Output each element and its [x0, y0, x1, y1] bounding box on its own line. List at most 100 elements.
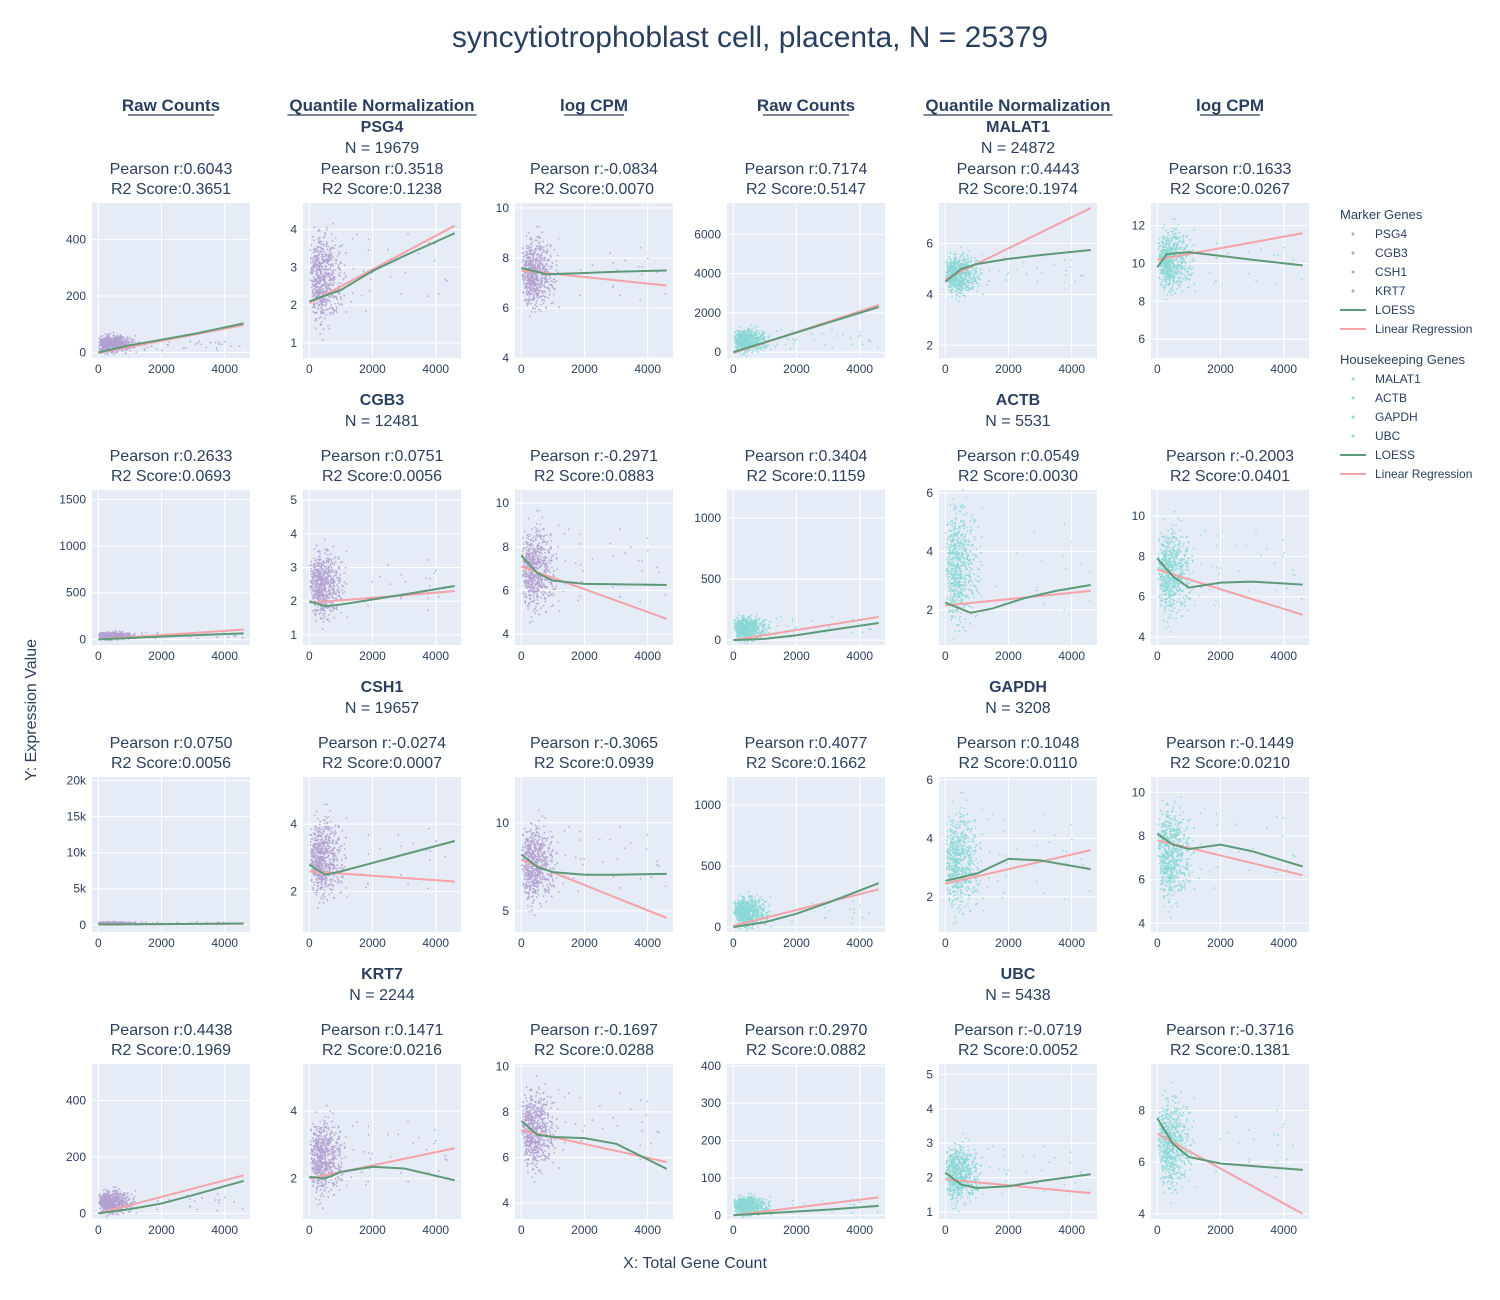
data-point — [540, 310, 543, 313]
data-point — [1173, 277, 1176, 280]
data-point — [751, 330, 754, 333]
data-point — [1176, 261, 1179, 264]
data-point — [521, 274, 523, 277]
data-point — [791, 346, 793, 349]
data-point — [533, 296, 536, 299]
data-point — [333, 281, 335, 284]
data-point — [1163, 238, 1166, 241]
data-point — [1161, 280, 1164, 283]
data-point — [110, 339, 112, 342]
data-point — [1053, 263, 1056, 266]
data-point — [108, 335, 111, 338]
data-point — [542, 277, 545, 280]
data-point — [312, 276, 315, 278]
data-point — [1255, 279, 1258, 282]
data-point — [319, 277, 322, 279]
data-point — [522, 256, 525, 258]
data-point — [140, 631, 143, 634]
data-point — [109, 351, 112, 354]
data-point — [841, 333, 844, 336]
data-point — [525, 260, 527, 263]
y-tick-label: 12 — [1132, 219, 1146, 233]
data-point — [533, 277, 536, 280]
data-point — [538, 283, 541, 286]
data-point — [328, 596, 331, 599]
data-point — [1166, 250, 1169, 252]
data-point — [552, 301, 555, 304]
data-point — [959, 256, 961, 259]
data-point — [326, 298, 329, 301]
data-point — [328, 256, 331, 258]
data-point — [537, 279, 540, 282]
data-point — [433, 259, 436, 262]
data-point — [1182, 277, 1185, 280]
data-point — [327, 283, 330, 286]
data-point — [521, 260, 524, 263]
data-point — [320, 291, 322, 294]
data-point — [325, 313, 328, 316]
data-point — [522, 252, 525, 255]
data-point — [322, 292, 325, 294]
data-point — [735, 342, 737, 345]
data-point — [1162, 286, 1165, 289]
data-point — [541, 251, 544, 254]
data-point — [544, 291, 546, 294]
data-point — [101, 339, 104, 342]
data-point — [367, 604, 369, 607]
data-point — [769, 333, 771, 336]
x-tick-label: 0 — [306, 649, 313, 663]
data-point — [319, 324, 322, 326]
data-point — [324, 253, 327, 255]
data-point — [1173, 248, 1175, 251]
data-point — [400, 293, 403, 295]
r2-label: R2 Score:0.0693 — [111, 468, 231, 485]
data-point — [958, 276, 961, 279]
data-point — [312, 280, 314, 283]
data-point — [757, 351, 760, 353]
data-point — [1173, 235, 1176, 238]
data-point — [761, 333, 764, 336]
data-point — [1036, 267, 1039, 270]
data-point — [327, 557, 329, 560]
data-point — [309, 588, 312, 590]
data-point — [987, 280, 990, 283]
data-point — [1157, 256, 1160, 258]
x-tick-label: 0 — [1154, 362, 1161, 376]
data-point — [316, 278, 319, 280]
data-point — [1184, 265, 1186, 268]
data-point — [946, 261, 949, 264]
data-point — [956, 288, 959, 291]
data-point — [538, 248, 540, 251]
data-point — [338, 271, 341, 274]
data-point — [945, 265, 948, 268]
data-point — [982, 293, 985, 295]
data-point — [1193, 283, 1196, 285]
data-point — [524, 263, 527, 266]
y-tick-label: 0 — [714, 345, 721, 359]
data-point — [320, 269, 322, 272]
data-point — [534, 251, 537, 254]
data-point — [339, 269, 342, 272]
data-point — [1160, 253, 1163, 256]
data-point — [534, 293, 537, 295]
data-point — [1248, 250, 1251, 253]
data-point — [735, 333, 738, 336]
data-point — [1170, 276, 1173, 279]
data-point — [126, 631, 129, 634]
data-point — [336, 584, 338, 586]
data-point — [315, 259, 317, 262]
data-point — [314, 559, 316, 562]
data-point — [1166, 294, 1169, 297]
data-point — [1173, 237, 1176, 240]
data-point — [189, 340, 192, 343]
data-point — [223, 340, 226, 343]
data-point — [1162, 269, 1165, 272]
data-point — [318, 254, 320, 257]
data-point — [1178, 280, 1181, 282]
data-point — [241, 637, 244, 639]
data-point — [529, 258, 532, 261]
data-point — [531, 240, 534, 243]
data-point — [324, 233, 326, 236]
data-point — [946, 259, 949, 262]
data-point — [217, 343, 220, 346]
